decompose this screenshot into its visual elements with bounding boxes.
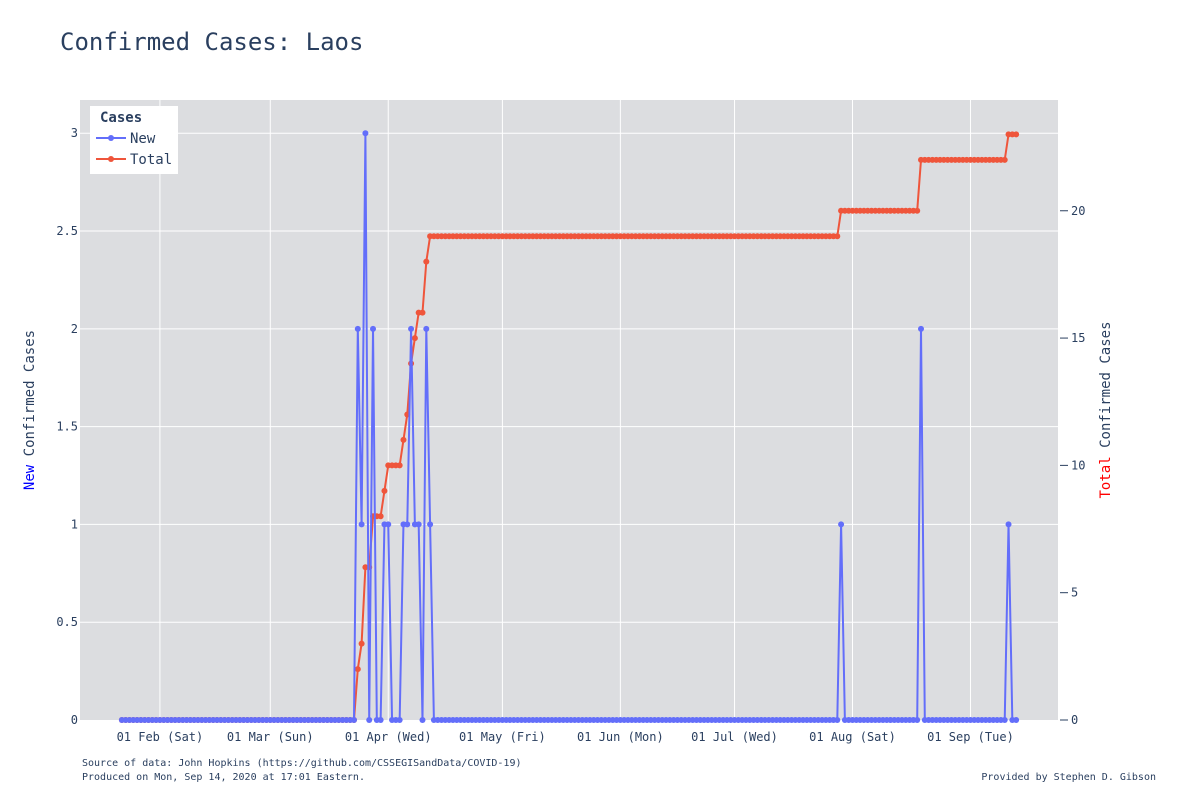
y-right-tick-label: 15 bbox=[1071, 331, 1085, 345]
x-tick-label: 01 Apr (Wed) bbox=[345, 730, 432, 744]
y-left-tick-label: 0.5 bbox=[56, 615, 78, 629]
y-left-tick-label: 2 bbox=[71, 322, 78, 336]
x-tick-label: 01 Aug (Sat) bbox=[809, 730, 896, 744]
footer-source: Source of data: John Hopkins (https://gi… bbox=[82, 758, 522, 769]
point-new bbox=[350, 717, 357, 723]
point-new bbox=[385, 521, 392, 528]
point-total bbox=[423, 258, 430, 265]
point-total bbox=[834, 233, 841, 240]
y-right-tick-label: 0 bbox=[1071, 713, 1078, 727]
y-right-axis-title-prefix: Total bbox=[1098, 456, 1114, 498]
point-new bbox=[396, 717, 403, 723]
point-new bbox=[362, 130, 369, 137]
footer-produced: Produced on Mon, Sep 14, 2020 at 17:01 E… bbox=[82, 772, 365, 783]
point-new bbox=[408, 325, 415, 332]
point-total bbox=[354, 666, 361, 673]
point-total bbox=[914, 207, 921, 214]
y-right-tick-label: 5 bbox=[1071, 586, 1078, 600]
point-new bbox=[423, 325, 430, 332]
point-new bbox=[415, 521, 422, 528]
legend[interactable]: Cases New Total bbox=[90, 106, 178, 174]
point-total bbox=[411, 335, 418, 342]
legend-marker-total bbox=[108, 156, 114, 162]
point-new bbox=[370, 325, 377, 332]
y-right-axis-title-suffix: Confirmed Cases bbox=[1098, 321, 1114, 456]
y-left-tick-label: 1.5 bbox=[56, 420, 78, 434]
legend-item-total[interactable]: Total bbox=[96, 152, 172, 168]
y-left-tick-label: 1 bbox=[71, 517, 78, 531]
y-right-axis-title: Total Confirmed Cases bbox=[1098, 321, 1114, 498]
point-new bbox=[1005, 521, 1012, 528]
point-new bbox=[834, 717, 841, 723]
x-tick-label: 01 Mar (Sun) bbox=[227, 730, 314, 744]
point-new bbox=[1001, 717, 1008, 723]
y-left-tick-label: 3 bbox=[71, 126, 78, 140]
legend-label-new: New bbox=[130, 131, 156, 147]
x-tick-label: 01 Jul (Wed) bbox=[691, 730, 778, 744]
y-left-tick-label: 0 bbox=[71, 713, 78, 727]
point-total bbox=[396, 462, 403, 469]
series-layer bbox=[118, 130, 1020, 723]
legend-marker-new bbox=[108, 135, 114, 141]
point-new bbox=[354, 325, 361, 332]
legend-box bbox=[90, 106, 178, 174]
y-left-axis-title-prefix: New bbox=[22, 464, 38, 490]
y-left-axis-title: New Confirmed Cases bbox=[22, 330, 38, 490]
x-tick-label: 01 Jun (Mon) bbox=[577, 730, 664, 744]
x-tick-label: 01 Sep (Tue) bbox=[927, 730, 1014, 744]
point-new bbox=[1013, 717, 1020, 723]
legend-title: Cases bbox=[100, 110, 142, 126]
point-new bbox=[419, 717, 426, 723]
x-tick-label: 01 Feb (Sat) bbox=[117, 730, 204, 744]
point-total bbox=[1013, 131, 1020, 138]
point-new bbox=[366, 717, 373, 723]
point-new bbox=[427, 521, 434, 528]
point-total bbox=[419, 309, 426, 316]
legend-label-total: Total bbox=[130, 152, 172, 168]
point-new bbox=[918, 325, 925, 332]
point-total bbox=[400, 436, 407, 443]
axes: 0 0.5 1 1.5 2 2.5 3 01 Feb (Sat) 01 Mar (Sun) 01 … bbox=[56, 126, 1085, 744]
point-total bbox=[358, 640, 365, 647]
plot-area bbox=[80, 100, 1058, 720]
point-new bbox=[838, 521, 845, 528]
x-tick-label: 01 May (Fri) bbox=[459, 730, 546, 744]
point-new bbox=[914, 717, 921, 723]
y-right-tick-label: 20 bbox=[1071, 204, 1085, 218]
point-total bbox=[381, 487, 388, 494]
y-left-axis-title-suffix: Confirmed Cases bbox=[22, 330, 38, 465]
y-left-tick-label: 2.5 bbox=[56, 224, 78, 238]
y-right-tick-label: 10 bbox=[1071, 458, 1085, 472]
grid-lines bbox=[80, 100, 1058, 720]
footer-credit: Provided by Stephen D. Gibson bbox=[981, 772, 1156, 783]
point-new bbox=[358, 521, 365, 528]
point-new bbox=[377, 717, 384, 723]
point-total bbox=[377, 513, 384, 520]
legend-item-new[interactable]: New bbox=[96, 131, 156, 147]
point-total bbox=[1001, 156, 1008, 163]
chart-title: Confirmed Cases: Laos bbox=[60, 28, 363, 56]
point-new bbox=[404, 521, 411, 528]
